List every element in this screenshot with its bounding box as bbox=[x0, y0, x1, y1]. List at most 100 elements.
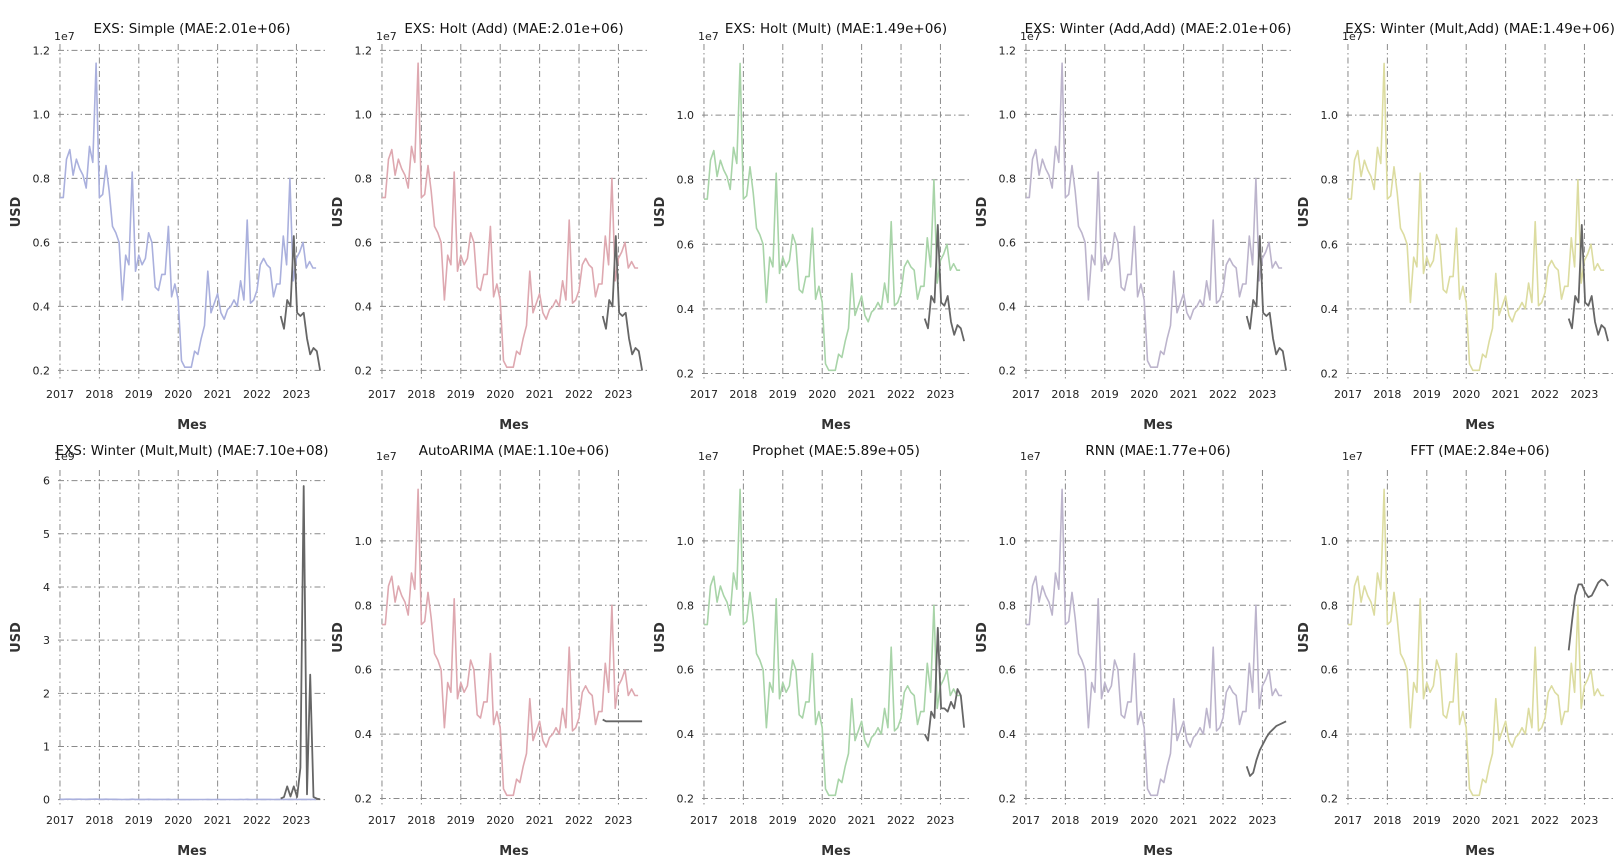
y-tick-label: 0.6 bbox=[999, 236, 1017, 249]
subplot-6: EXS: Winter (Mult,Mult) (MAE:7.10e+08)1e… bbox=[9, 443, 328, 859]
y-tick-label: 0.4 bbox=[677, 303, 695, 316]
y-tick-label: 1.2 bbox=[33, 44, 51, 57]
y-axis-label: USD bbox=[331, 196, 346, 227]
x-tick-label: 2018 bbox=[407, 388, 435, 401]
forecast-series-line bbox=[923, 224, 965, 342]
x-tick-label: 2023 bbox=[282, 814, 310, 827]
x-tick-label: 2018 bbox=[729, 814, 757, 827]
x-tick-label: 2018 bbox=[85, 388, 113, 401]
x-tick-label: 2022 bbox=[1209, 388, 1237, 401]
x-tick-label: 2019 bbox=[447, 814, 475, 827]
y-tick-label: 1.0 bbox=[355, 535, 373, 548]
y-tick-label: 6 bbox=[43, 475, 50, 488]
x-tick-label: 2021 bbox=[848, 388, 876, 401]
forecast-series-line bbox=[280, 485, 321, 801]
x-tick-label: 2017 bbox=[1012, 814, 1040, 827]
y-axis-label: USD bbox=[653, 622, 668, 653]
y-tick-label: 0.4 bbox=[355, 728, 373, 741]
x-tick-label: 2020 bbox=[486, 388, 514, 401]
actual-series-line bbox=[1348, 488, 1605, 797]
y-tick-label: 0.8 bbox=[1321, 174, 1339, 187]
forecast-series-line bbox=[279, 235, 321, 371]
y-axis-label: USD bbox=[975, 622, 990, 653]
y-scale-label: 1e9 bbox=[54, 450, 75, 463]
x-tick-label: 2018 bbox=[1373, 814, 1401, 827]
y-tick-label: 4 bbox=[43, 581, 50, 594]
x-tick-label: 2022 bbox=[243, 814, 271, 827]
y-tick-label: 0.2 bbox=[677, 368, 695, 381]
y-axis-label: USD bbox=[975, 196, 990, 227]
actual-series-line bbox=[704, 62, 961, 372]
x-tick-label: 2020 bbox=[164, 388, 192, 401]
y-tick-label: 3 bbox=[43, 634, 50, 647]
y-tick-label: 1.0 bbox=[1321, 109, 1339, 122]
forecast-series-line bbox=[1245, 235, 1287, 371]
forecast-series-line bbox=[1567, 578, 1609, 651]
actual-series-line bbox=[60, 62, 317, 368]
y-tick-label: 1.0 bbox=[33, 108, 51, 121]
x-tick-label: 2017 bbox=[368, 814, 396, 827]
y-tick-label: 1.2 bbox=[355, 44, 373, 57]
y-tick-label: 1.0 bbox=[1321, 535, 1339, 548]
y-scale-label: 1e7 bbox=[1020, 450, 1041, 463]
x-tick-label: 2018 bbox=[729, 388, 757, 401]
x-tick-label: 2021 bbox=[204, 814, 232, 827]
x-tick-label: 2022 bbox=[243, 388, 271, 401]
subplot-7: AutoARIMA (MAE:1.10e+06) 1e7 0.2 0.4 0.6 0.8 1… bbox=[331, 443, 648, 859]
y-tick-label: 1.0 bbox=[677, 109, 695, 122]
y-tick-label: 0.6 bbox=[677, 238, 695, 251]
subplot-title: FFT (MAE:2.84e+06) bbox=[1410, 443, 1549, 459]
x-tick-label: 2023 bbox=[604, 388, 632, 401]
y-scale-label: 1e7 bbox=[1342, 30, 1363, 43]
y-tick-label: 0.8 bbox=[355, 172, 373, 185]
y-axis-label: USD bbox=[653, 196, 668, 227]
y-axis-label: USD bbox=[1297, 196, 1312, 227]
subplot-title: Prophet (MAE:5.89e+05) bbox=[752, 443, 920, 459]
y-tick-label: 1.0 bbox=[999, 535, 1017, 548]
forecast-series-line bbox=[923, 626, 965, 742]
actual-series-line bbox=[1026, 62, 1283, 368]
x-axis-label: Mes bbox=[821, 418, 851, 433]
y-tick-label: 0.8 bbox=[33, 172, 51, 185]
y-tick-label: 0.6 bbox=[33, 236, 51, 249]
actual-series-line bbox=[382, 488, 639, 797]
y-tick-label: 1.0 bbox=[355, 108, 373, 121]
x-tick-label: 2023 bbox=[282, 388, 310, 401]
y-scale-label: 1e7 bbox=[376, 30, 397, 43]
x-tick-label: 2022 bbox=[1209, 814, 1237, 827]
x-tick-label: 2021 bbox=[526, 388, 554, 401]
forecast-series-line bbox=[602, 718, 643, 723]
y-tick-label: 0.6 bbox=[355, 664, 373, 677]
x-tick-label: 2017 bbox=[1334, 814, 1362, 827]
x-tick-label: 2019 bbox=[125, 814, 153, 827]
subplot-5: EXS: Winter (Mult,Add) (MAE:1.49e+06)1e7… bbox=[1297, 21, 1615, 433]
subplot-1: EXS: Simple (MAE:2.01e+06) 1e7 0.2 0.4 0.6 0.… bbox=[9, 21, 326, 433]
subplot-title: EXS: Winter (Mult,Mult) (MAE:7.10e+08) bbox=[56, 443, 329, 459]
x-tick-label: 2020 bbox=[1452, 388, 1480, 401]
x-tick-label: 2022 bbox=[565, 814, 593, 827]
actual-series-line bbox=[1026, 488, 1283, 797]
forecast-series-line bbox=[1245, 720, 1287, 777]
y-axis-label: USD bbox=[1297, 622, 1312, 653]
actual-series-line bbox=[382, 62, 639, 368]
y-tick-label: 0.4 bbox=[33, 300, 51, 313]
subplot-9: RNN (MAE:1.77e+06) 1e7 0.2 0.4 0.6 0.8 1.0 2017… bbox=[975, 443, 1292, 859]
x-tick-label: 2020 bbox=[1130, 814, 1158, 827]
actual-series-line bbox=[1348, 62, 1605, 372]
x-tick-label: 2018 bbox=[407, 814, 435, 827]
y-tick-label: 0.6 bbox=[999, 664, 1017, 677]
x-tick-label: 2019 bbox=[1413, 814, 1441, 827]
x-tick-label: 2022 bbox=[887, 814, 915, 827]
y-tick-label: 0.2 bbox=[999, 793, 1017, 806]
y-axis-label: USD bbox=[9, 622, 24, 653]
x-tick-label: 2018 bbox=[1373, 388, 1401, 401]
x-axis-label: Mes bbox=[1465, 844, 1495, 859]
subplot-title: AutoARIMA (MAE:1.10e+06) bbox=[419, 443, 609, 459]
subplot-3: EXS: Holt (Mult) (MAE:1.49e+06) 1e7 0.2 0.4… bbox=[653, 21, 970, 433]
y-tick-label: 0.4 bbox=[999, 300, 1017, 313]
y-tick-label: 1 bbox=[43, 741, 50, 754]
x-tick-label: 2017 bbox=[1012, 388, 1040, 401]
x-tick-label: 2021 bbox=[204, 388, 232, 401]
x-tick-label: 2021 bbox=[1492, 388, 1520, 401]
